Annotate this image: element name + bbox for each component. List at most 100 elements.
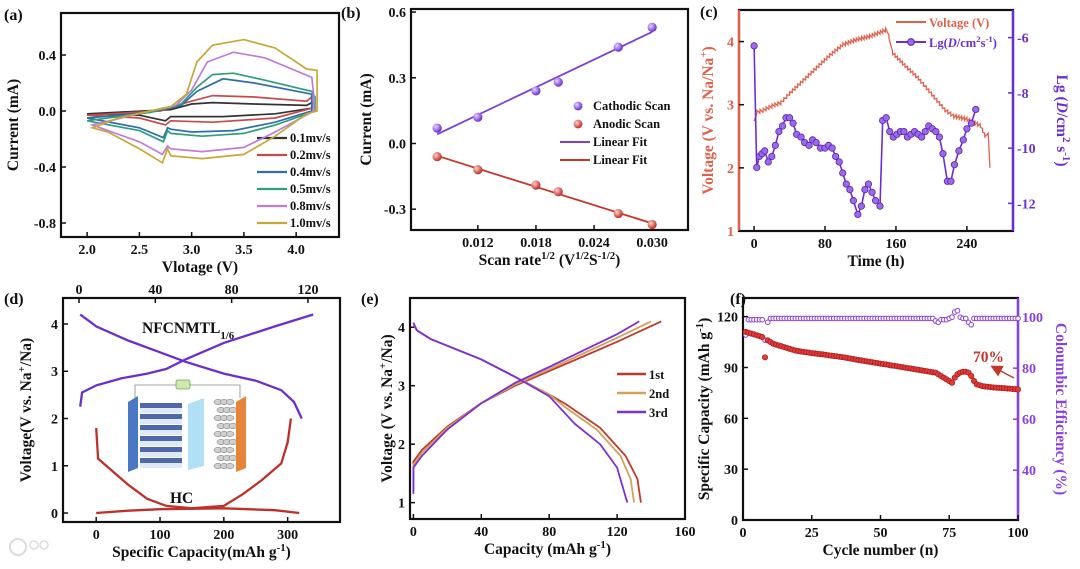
plot-frame (61, 296, 342, 524)
y-tick-label: 2 (727, 162, 734, 177)
diffusion-point (753, 163, 761, 172)
y-tick-label: -0.3 (384, 203, 406, 218)
y-tick-label: 4 (51, 318, 58, 333)
diffusion-point (963, 125, 971, 133)
panel-d: 0 100 200 300 0 40 80 120 0 1 2 3 4 Specific Capacity… (4, 283, 342, 561)
diffusion-point (871, 197, 880, 205)
panel-label: (e) (361, 291, 379, 308)
diffusion-point (972, 105, 980, 114)
label-segment: Current (mA) (5, 79, 22, 171)
label-segment: -1 (694, 323, 706, 332)
diffusion-point (900, 127, 908, 136)
efficiency-point (949, 314, 955, 320)
y-tick-label: 0.3 (389, 72, 407, 87)
y-tick-label: 2 (51, 413, 58, 428)
x-tick-label: 0.018 (520, 236, 552, 251)
y-tick-label: 0.0 (39, 105, 57, 120)
label-segment: ) (615, 252, 620, 269)
label-segment: ) (286, 544, 291, 561)
diffusion-point (967, 119, 975, 127)
x-tick-label: 100 (1008, 526, 1029, 541)
x-tick-label: 2.0 (78, 243, 96, 258)
x-tick-label: 75 (942, 526, 956, 541)
label-segment: /cm (956, 36, 977, 50)
discharge-curve (412, 322, 629, 503)
legend-label: 0.1mv/s (290, 131, 331, 145)
diffusion-point (918, 133, 926, 141)
legend-label: Linear Fit (593, 135, 648, 149)
x-tick-label: 0 (751, 237, 758, 252)
diffusion-point (785, 114, 794, 122)
anode-label: HC (170, 490, 193, 507)
y2-tick-label: -10 (1017, 142, 1036, 157)
x-tick-label: 80 (542, 525, 556, 540)
x-tick-label: 0 (740, 526, 747, 541)
diffusion-point (959, 136, 967, 144)
diffusion-point (932, 127, 940, 136)
efficiency-point (968, 321, 975, 328)
diffusion-point (764, 158, 772, 166)
label-segment: Specific Capacity (mAh g (696, 332, 713, 501)
discharge-curve (412, 323, 635, 503)
x-axis-label: Specific Capacity(mAh g-1) (112, 542, 291, 561)
diffusion-point (864, 180, 873, 188)
label-segment: ) (696, 318, 713, 323)
diffusion-point (882, 114, 890, 122)
data-point (647, 219, 657, 230)
diffusion-point (876, 202, 884, 210)
diffusion-point (947, 177, 955, 185)
data-point (553, 77, 563, 87)
y-axis-label: Specific Capacity (mAh g-1) (694, 318, 713, 501)
x-tick-label: 25 (805, 526, 819, 541)
y-tick-label: 1 (727, 225, 734, 240)
label-segment: + (16, 366, 28, 372)
label-segment: s (981, 36, 986, 50)
y-axis-label: Current (mA) (5, 79, 22, 171)
voltage-profile (96, 507, 300, 515)
label-segment: Vlotage (V) (162, 259, 238, 276)
label-segment: s (1053, 142, 1070, 152)
legend-label: Voltage (V) (929, 16, 989, 30)
y-tick-label: 120 (717, 311, 738, 326)
label-segment: ) (700, 46, 717, 51)
y-tick-label: 0.6 (389, 6, 407, 21)
label-segment: Scan rate (479, 252, 542, 269)
diffusion-point (857, 202, 865, 210)
diffusion-point (955, 147, 963, 155)
legend-label: Cathodic Scan (593, 99, 670, 113)
x-tick-label: 0 (93, 528, 100, 543)
panel-label: (b) (341, 5, 361, 22)
x-tick-label: 0.012 (462, 236, 494, 251)
label-segment: ) (1053, 161, 1070, 166)
annotation-arrow (990, 365, 1015, 379)
label-segment: Specific Capacity(mAh g (112, 544, 277, 561)
y-tick-label: 60 (724, 412, 738, 427)
y2-tick-label: -12 (1017, 197, 1036, 212)
panel-label: (c) (700, 4, 718, 21)
top-x-tick-label: 0 (76, 283, 83, 298)
panel-label: (d) (4, 291, 24, 308)
legend-label: 1st (649, 368, 665, 382)
label-segment: Capacity (mAh g (484, 541, 597, 558)
panel-b: 0.012 0.018 0.024 0.030 -0.3 0.0 0.3 0.6 Scan ra… (341, 5, 690, 269)
label-segment: NFCNMTL (142, 320, 220, 337)
watermark-logo (9, 538, 49, 556)
x-axis-label: Capacity (mAh g-1) (484, 539, 611, 558)
label-segment: -1 (1060, 152, 1072, 161)
legend-marker (907, 38, 915, 46)
x-axis-label: Time (h) (848, 253, 905, 270)
label-segment: D (947, 36, 957, 50)
x-tick-label: 160 (885, 237, 906, 252)
diffusion-point (761, 147, 769, 155)
label-segment: Voltage (V vs. Na/Na (700, 57, 717, 194)
y-tick-label: 1 (398, 497, 405, 512)
legend-label: 0.4mv/s (290, 165, 331, 179)
label-segment: Current (mA) (358, 73, 375, 165)
y2-axis-label: Lg (D/cm2 s-1) (1053, 75, 1072, 167)
data-point (432, 123, 442, 133)
y2-tick-label: 100 (1022, 311, 1043, 326)
data-point (473, 112, 483, 122)
data-point (647, 22, 657, 32)
diffusion-point (849, 197, 857, 205)
diffusion-point (750, 42, 758, 50)
